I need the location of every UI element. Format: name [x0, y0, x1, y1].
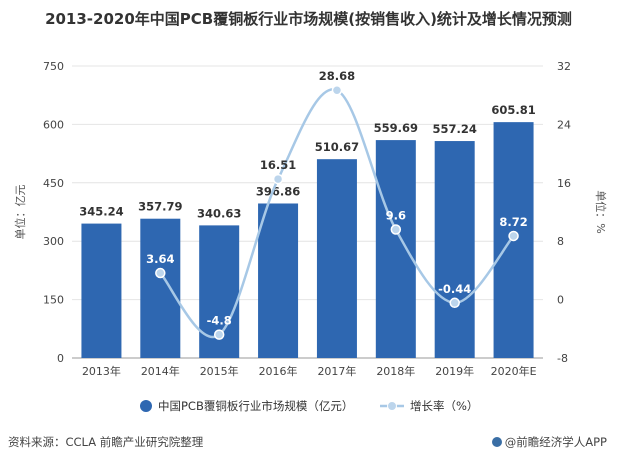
- y-right-tick-label: 32: [557, 60, 571, 73]
- legend-bar-label: 中国PCB覆铜板行业市场规模（亿元）: [158, 399, 353, 413]
- growth-point: [390, 224, 402, 235]
- brand-logo-icon: [491, 437, 502, 447]
- x-tick-label: 2019年: [435, 364, 474, 378]
- bar: [375, 140, 416, 358]
- bar-value-label: 357.79: [138, 200, 182, 214]
- y-right-tick-label: 8: [557, 235, 564, 248]
- source-note: 资料来源：CCLA 前瞻产业研究院整理: [8, 435, 204, 449]
- bar-value-label: 605.81: [491, 103, 535, 117]
- growth-value-label: 3.64: [146, 252, 174, 266]
- y-left-tick-label: 600: [43, 118, 64, 131]
- legend-line-marker: [387, 401, 397, 411]
- growth-value-label: -4.8: [207, 314, 232, 328]
- credit-label: @前瞻经济学人APP: [504, 435, 607, 449]
- growth-value-label: 8.72: [499, 215, 527, 229]
- growth-point: [331, 84, 343, 96]
- bar-value-label: 340.63: [197, 206, 241, 220]
- y-left-tick-label: 150: [43, 294, 64, 307]
- y-right-tick-label: 24: [557, 118, 571, 131]
- growth-point: [213, 329, 225, 340]
- bar: [316, 159, 357, 358]
- growth-point: [449, 297, 460, 309]
- bar-value-label: 345.24: [79, 205, 123, 219]
- y-right-tick-label: 0: [557, 294, 564, 307]
- growth-point: [272, 173, 284, 185]
- x-tick-label: 2016年: [259, 364, 298, 378]
- growth-value-label: 16.51: [260, 158, 296, 172]
- bar-value-label: 557.24: [432, 122, 476, 136]
- x-tick-label: 2020年E: [491, 364, 537, 378]
- y-left-tick-label: 0: [57, 352, 64, 365]
- chart-title: 2013-2020年中国PCB覆铜板行业市场规模(按销售收入)统计及增长情况预测: [45, 10, 572, 28]
- y-left-tick-label: 450: [43, 177, 64, 190]
- bar: [434, 141, 475, 358]
- x-tick-label: 2015年: [200, 364, 239, 378]
- legend-line-label: 增长率（%）: [410, 399, 478, 413]
- bar-value-label: 510.67: [315, 140, 359, 154]
- credit-note: @前瞻经济学人APP: [491, 434, 607, 450]
- bar: [258, 203, 299, 358]
- growth-value-label: -0.44: [438, 282, 471, 296]
- y-left-tick-label: 750: [43, 60, 64, 73]
- y-right-tick-label: -8: [557, 352, 568, 365]
- growth-point: [508, 230, 519, 242]
- bar: [81, 223, 122, 358]
- bar-value-label: 559.69: [374, 121, 418, 135]
- growth-point: [155, 267, 166, 279]
- x-tick-label: 2018年: [376, 364, 415, 378]
- legend-bar-marker: [140, 400, 152, 412]
- y-left-tick-label: 300: [43, 235, 64, 248]
- y-right-tick-label: 16: [557, 177, 571, 190]
- growth-value-label: 9.6: [386, 209, 406, 223]
- x-tick-label: 2014年: [141, 364, 180, 378]
- y-left-axis-title: 单位：亿元: [13, 185, 27, 240]
- bar-value-label: 396.86: [256, 184, 300, 198]
- x-tick-label: 2017年: [317, 364, 356, 378]
- y-right-axis-title: 单位：%: [594, 190, 608, 233]
- x-tick-label: 2013年: [82, 364, 121, 378]
- bar: [140, 218, 181, 358]
- growth-value-label: 28.68: [319, 69, 355, 83]
